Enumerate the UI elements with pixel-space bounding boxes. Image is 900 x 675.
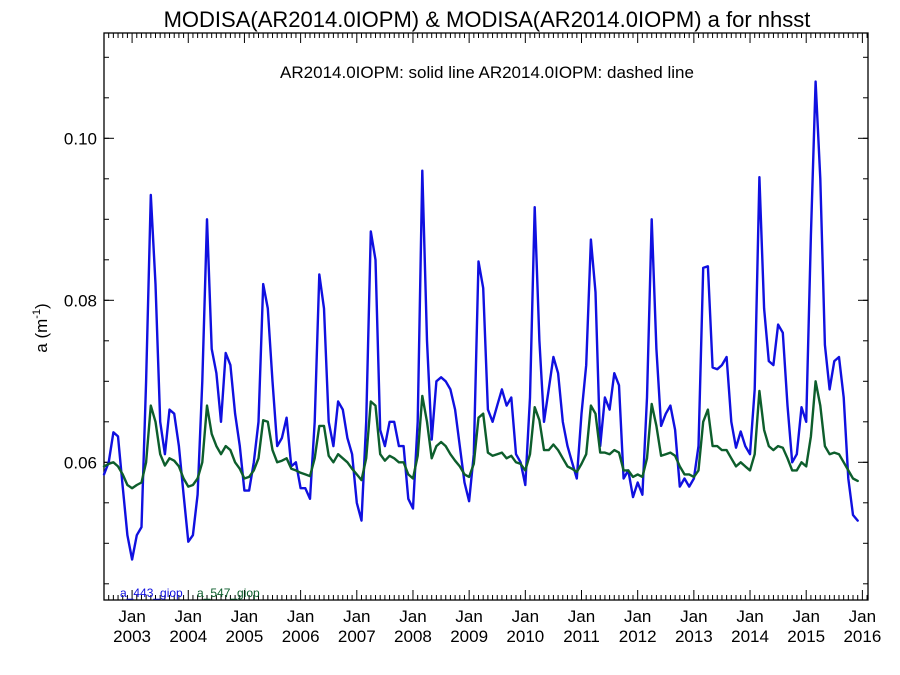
- x-tick-year-label: 2014: [731, 627, 769, 646]
- x-tick-month-label: Jan: [343, 607, 370, 626]
- x-tick-month-label: Jan: [118, 607, 145, 626]
- x-tick-month-label: Jan: [680, 607, 707, 626]
- y-tick-label: 0.10: [64, 129, 97, 148]
- x-tick-month-label: Jan: [287, 607, 314, 626]
- x-tick-year-label: 2003: [113, 627, 151, 646]
- y-tick-label: 0.06: [64, 453, 97, 472]
- y-tick-label: 0.08: [64, 291, 97, 310]
- x-tick-month-label: Jan: [736, 607, 763, 626]
- x-tick-month-label: Jan: [512, 607, 539, 626]
- y-axis-label-close: ): [32, 303, 51, 309]
- x-tick-month-label: Jan: [175, 607, 202, 626]
- series-line-1: [102, 80, 859, 561]
- x-tick-month-label: Jan: [568, 607, 595, 626]
- y-axis-label-text: a (m: [32, 319, 51, 353]
- plot-frame: [103, 32, 869, 601]
- x-tick-year-label: 2016: [843, 627, 881, 646]
- x-tick-year-label: 2004: [169, 627, 207, 646]
- x-tick-year-label: 2011: [563, 627, 600, 646]
- chart-title: MODISA(AR2014.0IOPM) & MODISA(AR2014.0IO…: [164, 7, 811, 32]
- x-tick-month-label: Jan: [792, 607, 819, 626]
- legend-label-series-2: a_547_giop: [197, 586, 260, 600]
- y-axis-label: a (m-1): [31, 303, 51, 352]
- x-tick-year-label: 2010: [506, 627, 544, 646]
- y-axis: 0.06 0.08 0.10: [64, 56, 868, 585]
- legend: a_443_giop a_547_giop: [120, 586, 260, 600]
- legend-label-series-1: a_443_giop: [120, 586, 183, 600]
- x-tick-month-label: Jan: [399, 607, 426, 626]
- x-axis: Jan2003Jan2004Jan2005Jan2006Jan2007Jan20…: [103, 33, 881, 646]
- line-style-annotation: AR2014.0IOPM: solid line AR2014.0IOPM: d…: [280, 63, 694, 82]
- x-tick-year-label: 2006: [282, 627, 320, 646]
- x-tick-year-label: 2013: [675, 627, 713, 646]
- x-tick-year-label: 2015: [787, 627, 825, 646]
- x-tick-month-label: Jan: [849, 607, 876, 626]
- series-layer: [102, 80, 859, 561]
- x-tick-year-label: 2009: [450, 627, 488, 646]
- x-tick-year-label: 2005: [226, 627, 264, 646]
- x-tick-year-label: 2008: [394, 627, 432, 646]
- x-tick-month-label: Jan: [231, 607, 258, 626]
- series-line-2: [102, 380, 859, 490]
- x-tick-month-label: Jan: [455, 607, 482, 626]
- x-tick-year-label: 2012: [619, 627, 657, 646]
- x-tick-year-label: 2007: [338, 627, 376, 646]
- y-axis-label-superscript: -1: [31, 309, 43, 319]
- x-tick-month-label: Jan: [624, 607, 651, 626]
